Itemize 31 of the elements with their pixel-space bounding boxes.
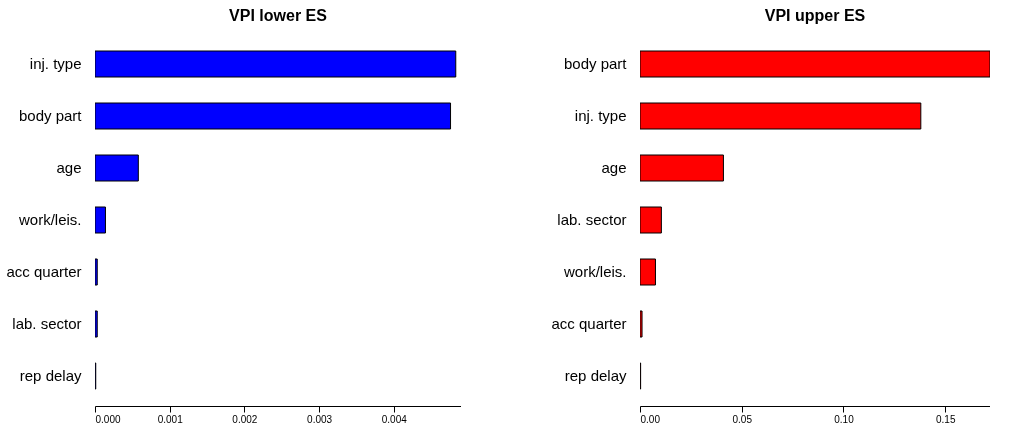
x-tick-label: 0.05 bbox=[732, 413, 753, 425]
x-tick-label: 0.15 bbox=[936, 413, 956, 425]
chart-title: VPI upper ES bbox=[764, 7, 866, 24]
y-tick-label: work/leis. bbox=[562, 263, 627, 280]
y-tick-label: lab. sector bbox=[12, 315, 82, 332]
y-tick-label: body part bbox=[563, 55, 628, 72]
y-tick-label: rep delay bbox=[564, 367, 627, 384]
y-tick-label: inj. type bbox=[29, 55, 82, 72]
x-tick-label: 0.10 bbox=[834, 413, 855, 425]
x-tick-label: 0.003 bbox=[307, 413, 333, 425]
x-tick-label: 0.00 bbox=[640, 413, 661, 425]
y-tick-label: inj. type bbox=[574, 107, 627, 124]
y-tick-label: work/leis. bbox=[17, 211, 82, 228]
y-tick-label: age bbox=[56, 159, 82, 176]
chart-title: VPI lower ES bbox=[229, 7, 328, 24]
x-tick-label: 0.004 bbox=[381, 413, 408, 425]
y-tick-label: body part bbox=[18, 107, 83, 124]
bar bbox=[95, 50, 457, 78]
y-tick-label: rep delay bbox=[19, 367, 82, 384]
y-tick-label: age bbox=[601, 159, 627, 176]
x-tick-label: 0.000 bbox=[95, 413, 121, 425]
bar bbox=[95, 258, 98, 286]
y-tick-label: acc quarter bbox=[6, 263, 82, 280]
bar bbox=[95, 154, 139, 182]
x-tick-label: 0.002 bbox=[232, 413, 258, 425]
bar bbox=[95, 310, 98, 338]
y-tick-label: lab. sector bbox=[557, 211, 627, 228]
bar bbox=[95, 102, 452, 130]
bar bbox=[95, 206, 106, 234]
x-tick-label: 0.001 bbox=[157, 413, 184, 425]
y-tick-label: acc quarter bbox=[551, 315, 627, 332]
